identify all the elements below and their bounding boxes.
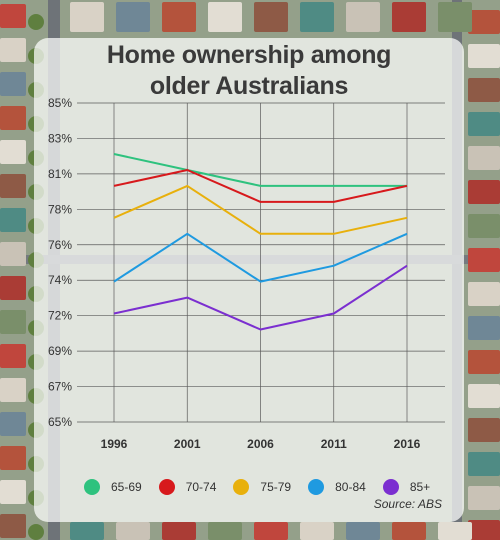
series-line-65-69 [113,153,407,187]
house-roof [468,384,500,408]
house-roof [468,10,500,34]
house-roof [468,520,500,540]
house-roof [468,452,500,476]
house-roof [468,248,500,272]
y-tick-label: 67% [48,380,72,394]
legend-label-70-74: 70-74 [185,480,217,494]
legend-item-75-79: 75-79 [233,479,291,495]
house-roof [254,522,288,540]
y-tick-label: 74% [48,273,72,287]
house-roof [0,208,26,232]
house-roof [0,480,26,504]
x-tick-label: 2016 [394,437,421,451]
house-roof [468,146,500,170]
house-roof [0,276,26,300]
house-roof [468,316,500,340]
house-roof [208,522,242,540]
legend-label-65-69: 65-69 [111,480,142,494]
series-line-80-84 [113,232,408,283]
legend-swatch-70-74 [158,479,175,495]
legend-label-85-plus: 85+ [409,480,431,494]
series-line-75-79 [113,184,408,235]
house-roof [468,180,500,204]
y-tick-label: 83% [48,131,72,145]
y-tick-label: 65% [48,415,72,429]
house-roof [162,2,196,32]
house-roof [162,522,196,540]
y-tick-label: 85% [48,96,72,110]
house-roof [438,522,472,540]
y-tick-label: 78% [48,202,72,216]
house-roof [0,4,26,28]
chart-title-line-2: older Australians [149,72,349,100]
x-tick-label: 2001 [174,437,201,451]
house-roof [0,106,26,130]
legend-item-80-84: 80-84 [308,479,366,495]
legend-swatch-75-79 [233,479,250,495]
house-roof [346,522,380,540]
house-roof [346,2,380,32]
house-roof [0,446,26,470]
legend-item-70-74: 70-74 [158,479,217,495]
tree [28,14,44,30]
x-tick-label: 2006 [247,437,274,451]
house-roof [0,242,26,266]
house-roof [0,378,26,402]
series-line-70-74 [113,169,408,203]
house-roof [0,38,26,62]
house-roof [208,2,242,32]
house-roof [468,112,500,136]
y-tick-label: 69% [48,344,72,358]
house-roof [116,2,150,32]
source-note: Source: ABS [373,497,442,511]
x-tick-label: 2011 [321,437,347,451]
chart-title: Home ownership among older Australians [34,40,464,102]
house-roof [300,522,334,540]
house-roof [0,412,26,436]
legend-item-65-69: 65-69 [84,479,142,495]
house-roof [0,310,26,334]
tree [28,524,44,540]
house-roof [70,522,104,540]
house-roof [438,2,472,32]
house-roof [468,350,500,374]
house-roof [392,2,426,32]
legend-swatch-85-plus [382,479,399,495]
y-tick-label: 81% [48,167,72,181]
chart-legend: 65-69 70-74 75-79 80-84 85+ [84,476,447,498]
house-roof [468,78,500,102]
house-roof [468,44,500,68]
house-roof [300,2,334,32]
legend-item-85-plus: 85+ [382,479,431,495]
x-tick-label: 1996 [101,437,128,451]
house-roof [468,486,500,510]
y-tick-label: 72% [48,309,72,323]
legend-swatch-80-84 [308,479,325,495]
house-roof [0,174,26,198]
house-roof [254,2,288,32]
house-roof [468,418,500,442]
y-tick-label: 76% [48,238,72,252]
house-roof [468,282,500,306]
house-roof [392,522,426,540]
legend-label-80-84: 80-84 [335,480,366,494]
chart-title-line-1: Home ownership among [106,41,392,69]
house-roof [0,140,26,164]
house-roof [0,514,26,538]
house-roof [116,522,150,540]
legend-label-75-79: 75-79 [260,480,292,494]
house-roof [468,214,500,238]
series-line-85-plus [113,264,408,331]
house-roof [0,344,26,368]
house-roof [70,2,104,32]
house-roof [0,72,26,96]
legend-swatch-65-69 [84,479,100,495]
